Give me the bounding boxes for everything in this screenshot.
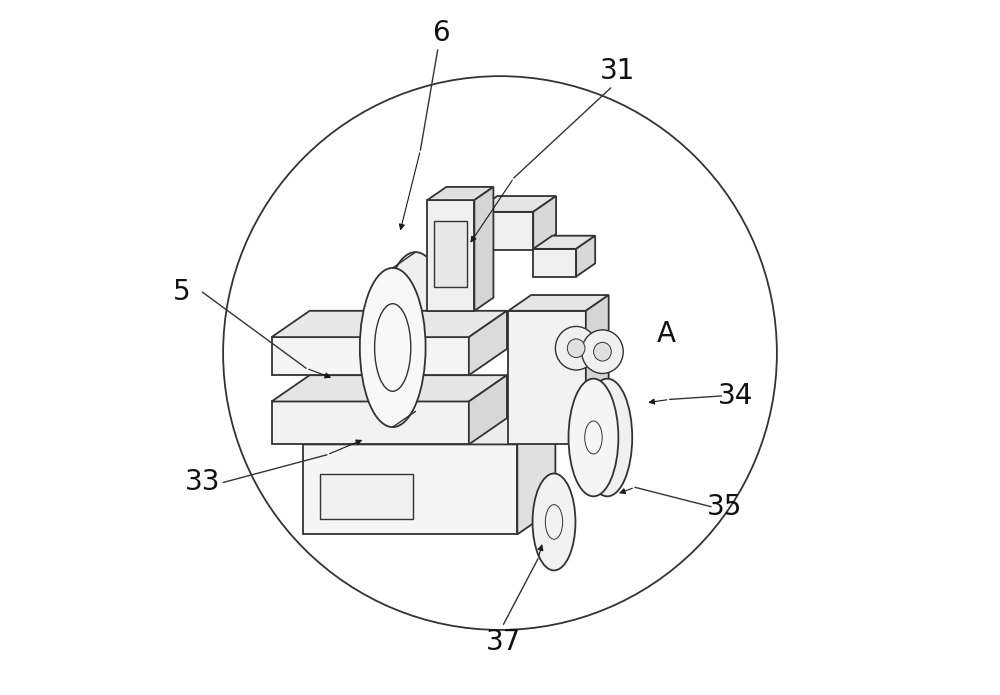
Polygon shape (320, 474, 413, 519)
Text: 33: 33 (185, 468, 220, 496)
Polygon shape (533, 236, 595, 249)
Polygon shape (474, 196, 556, 212)
Polygon shape (272, 402, 469, 444)
Polygon shape (272, 375, 507, 402)
Ellipse shape (594, 343, 611, 361)
Polygon shape (272, 337, 469, 375)
Polygon shape (508, 311, 586, 444)
Polygon shape (576, 236, 595, 277)
Polygon shape (272, 311, 507, 337)
Text: 5: 5 (173, 278, 190, 306)
Polygon shape (474, 212, 533, 250)
Text: 34: 34 (718, 382, 753, 410)
Polygon shape (469, 311, 507, 375)
Ellipse shape (567, 339, 585, 357)
Text: 37: 37 (486, 628, 521, 655)
Ellipse shape (582, 379, 632, 496)
Text: 35: 35 (707, 493, 743, 521)
Polygon shape (427, 187, 493, 200)
Polygon shape (508, 295, 609, 311)
Polygon shape (586, 295, 609, 444)
Ellipse shape (569, 379, 618, 496)
Ellipse shape (360, 268, 426, 427)
Text: A: A (657, 320, 676, 348)
Ellipse shape (555, 327, 597, 370)
Polygon shape (533, 249, 576, 277)
Polygon shape (469, 375, 507, 444)
Ellipse shape (383, 252, 448, 411)
Text: 6: 6 (432, 19, 450, 47)
Polygon shape (474, 187, 493, 311)
Text: 31: 31 (600, 56, 635, 85)
Polygon shape (303, 418, 555, 444)
Polygon shape (517, 418, 555, 534)
Ellipse shape (533, 473, 575, 571)
Polygon shape (427, 200, 474, 311)
Polygon shape (507, 311, 573, 314)
Ellipse shape (582, 330, 623, 373)
Polygon shape (303, 444, 517, 534)
Polygon shape (533, 196, 556, 250)
Polygon shape (434, 221, 467, 286)
